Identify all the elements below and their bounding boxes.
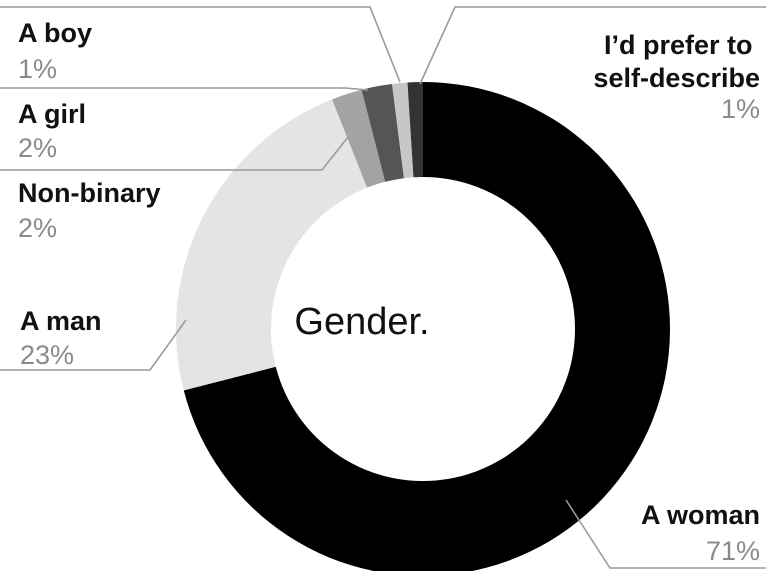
slice-a-woman — [183, 82, 670, 571]
label-a-girl-name: A girl — [18, 99, 86, 129]
label-non-binary-value: 2% — [18, 213, 57, 243]
label-self-describe-line-1: I’d prefer to — [604, 30, 753, 60]
label-a-girl-value: 2% — [18, 133, 57, 163]
leader-a-girl — [0, 87, 369, 91]
donut-slices — [175, 82, 670, 571]
label-self-describe-value: 1% — [721, 94, 760, 124]
label-a-man-value: 23% — [20, 340, 74, 370]
leader-a-woman — [565, 499, 766, 569]
chart-title: Gender. — [294, 301, 429, 343]
slice-a-boy — [392, 82, 414, 179]
leader-a-boy — [0, 6, 401, 83]
leader-self-describe — [419, 6, 766, 85]
slice-a-man — [175, 99, 368, 391]
label-a-man-name: A man — [20, 306, 102, 336]
label-self-describe-name: I’d prefer to self-describe — [593, 30, 760, 93]
leader-lines — [0, 6, 766, 569]
leader-a-man — [0, 319, 187, 371]
label-self-describe-line-2: self-describe — [593, 63, 760, 93]
label-a-boy-name: A boy — [18, 18, 92, 48]
label-a-boy-value: 1% — [18, 54, 57, 84]
label-a-woman-name: A woman — [641, 500, 760, 530]
leader-non-binary — [0, 136, 349, 171]
label-a-woman-value: 71% — [706, 536, 760, 566]
slice-i-d-prefer-to-self-describe — [407, 82, 423, 178]
slice-non-binary — [332, 89, 386, 188]
label-non-binary-name: Non-binary — [18, 178, 161, 208]
slice-a-girl — [361, 83, 404, 182]
